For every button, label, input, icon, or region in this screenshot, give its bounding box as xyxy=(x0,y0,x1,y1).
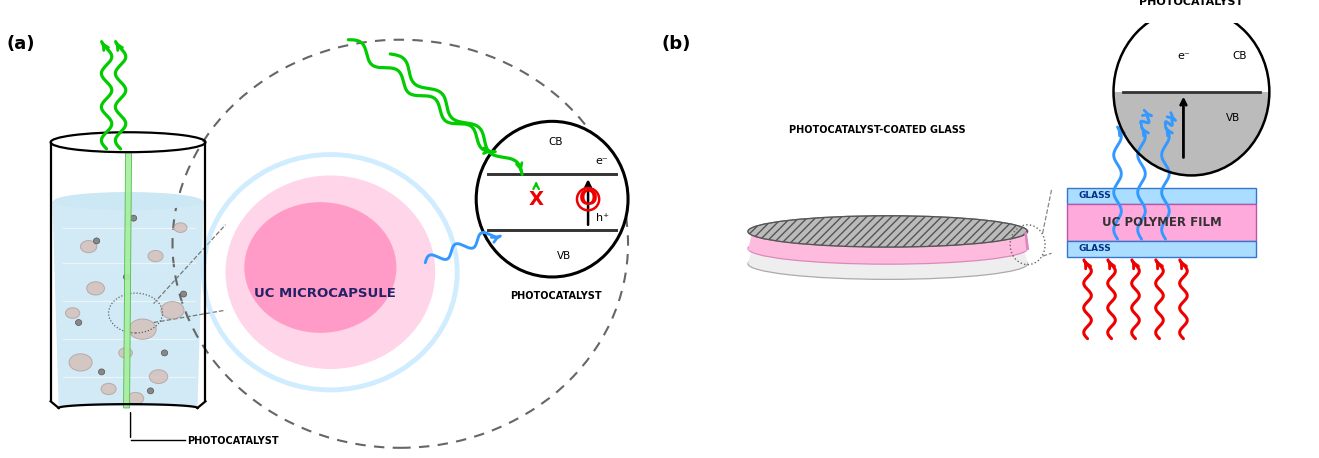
Ellipse shape xyxy=(128,393,144,404)
Ellipse shape xyxy=(75,320,82,326)
Text: GLASS: GLASS xyxy=(1079,191,1112,200)
Text: CB: CB xyxy=(549,137,563,147)
Ellipse shape xyxy=(748,248,1028,279)
Ellipse shape xyxy=(174,223,187,233)
Ellipse shape xyxy=(748,216,1028,247)
Ellipse shape xyxy=(161,301,185,319)
Ellipse shape xyxy=(124,274,129,280)
Text: (b): (b) xyxy=(662,35,691,53)
Ellipse shape xyxy=(94,238,100,244)
Polygon shape xyxy=(1112,4,1272,92)
Ellipse shape xyxy=(226,175,435,369)
Polygon shape xyxy=(751,231,1026,235)
Text: h⁺: h⁺ xyxy=(596,213,608,223)
Text: e⁻: e⁻ xyxy=(596,156,608,166)
Text: VB: VB xyxy=(1227,114,1241,124)
Polygon shape xyxy=(124,152,132,408)
Ellipse shape xyxy=(748,233,1028,264)
Ellipse shape xyxy=(129,319,156,339)
Ellipse shape xyxy=(148,388,154,394)
Text: (a): (a) xyxy=(7,35,36,53)
Ellipse shape xyxy=(119,348,132,358)
Text: VB: VB xyxy=(557,251,571,261)
Ellipse shape xyxy=(99,369,104,375)
Text: O: O xyxy=(579,189,598,209)
Text: CB: CB xyxy=(1232,51,1246,61)
Text: GLASS: GLASS xyxy=(1079,245,1112,253)
Text: e⁻: e⁻ xyxy=(1177,51,1190,61)
Ellipse shape xyxy=(80,240,96,253)
Ellipse shape xyxy=(87,282,104,295)
Ellipse shape xyxy=(244,202,397,333)
Polygon shape xyxy=(748,233,1028,251)
Text: PHOTOCATALYST: PHOTOCATALYST xyxy=(187,436,280,446)
Text: UC MICROCAPSULE: UC MICROCAPSULE xyxy=(255,287,396,300)
Polygon shape xyxy=(748,249,1028,264)
Text: PHOTOCATALYST: PHOTOCATALYST xyxy=(510,291,601,301)
Ellipse shape xyxy=(102,383,116,395)
Ellipse shape xyxy=(181,291,187,297)
Ellipse shape xyxy=(54,192,203,210)
Ellipse shape xyxy=(476,121,628,277)
Text: UC POLYMER FILM: UC POLYMER FILM xyxy=(1101,216,1221,229)
Ellipse shape xyxy=(148,251,164,262)
Polygon shape xyxy=(1067,241,1257,257)
Polygon shape xyxy=(53,201,203,406)
Text: PHOTOCATALYST: PHOTOCATALYST xyxy=(1140,0,1244,7)
Ellipse shape xyxy=(66,308,79,318)
Ellipse shape xyxy=(149,370,168,383)
Ellipse shape xyxy=(161,350,168,356)
Polygon shape xyxy=(1067,204,1257,241)
Ellipse shape xyxy=(1113,8,1269,175)
Text: PHOTOCATALYST-COATED GLASS: PHOTOCATALYST-COATED GLASS xyxy=(790,125,966,135)
Polygon shape xyxy=(1067,188,1257,204)
Text: X: X xyxy=(529,190,543,209)
Ellipse shape xyxy=(131,215,137,221)
Ellipse shape xyxy=(69,354,92,371)
